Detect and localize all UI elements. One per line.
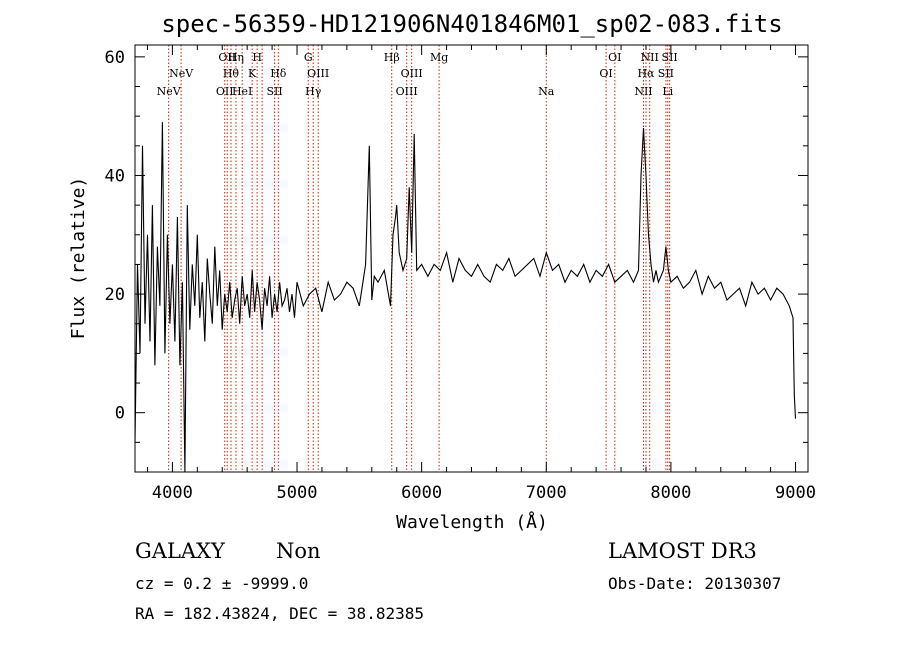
line-marker-label: SII — [658, 67, 674, 80]
spectrum-line — [134, 122, 797, 473]
y-tick-label: 20 — [105, 285, 125, 305]
subclass-label: Non — [276, 539, 321, 563]
line-marker-label: Hγ — [305, 85, 322, 98]
line-marker-label: Li — [662, 85, 673, 98]
line-marker-label: Hδ — [270, 67, 287, 80]
obs-date-text: Obs-Date: 20130307 — [608, 574, 781, 593]
line-markers — [168, 45, 671, 472]
line-marker-label: OII — [218, 51, 236, 64]
survey-label: LAMOST DR3 — [608, 539, 757, 563]
y-tick-label: 60 — [105, 48, 125, 68]
x-tick-label: 8000 — [650, 483, 691, 503]
line-marker-label: NII — [641, 51, 659, 64]
line-marker-label: K — [248, 67, 257, 80]
line-marker-labels: NeVNeVOIIOIIHθHηHeIKHSIIHδGHγOIIIHβOIIIO… — [157, 51, 678, 98]
line-marker-label: OI — [608, 51, 621, 64]
cz-text: cz = 0.2 ± -9999.0 — [135, 574, 308, 593]
x-tick-label: 4000 — [152, 483, 193, 503]
coords-text: RA = 182.43824, DEC = 38.82385 — [135, 604, 424, 623]
y-tick-label: 0 — [115, 404, 125, 424]
line-marker-label: G — [304, 51, 313, 64]
line-marker-label: OII — [216, 85, 234, 98]
line-marker-label: OIII — [307, 67, 329, 80]
line-marker-label: HeI — [232, 85, 252, 98]
line-marker-label: NeV — [157, 85, 182, 98]
x-axis-label: Wavelength (Å) — [396, 511, 548, 533]
x-tick-label: 5000 — [277, 483, 318, 503]
line-marker-label: Mg — [430, 51, 448, 64]
line-marker-label: SII — [662, 51, 678, 64]
y-axis-label: Flux (relative) — [68, 177, 89, 340]
line-marker-label: OIII — [396, 85, 418, 98]
x-tick-label: 7000 — [526, 483, 567, 503]
line-marker-label: H — [252, 51, 262, 64]
line-marker-label: Hβ — [384, 51, 400, 64]
line-marker-label: SII — [266, 85, 282, 98]
x-tick-label: 9000 — [775, 483, 816, 503]
line-marker-label: NII — [634, 85, 652, 98]
x-axis-ticks: 4000 5000 6000 7000 8000 9000 — [146, 45, 816, 503]
class-label: GALAXY — [135, 539, 226, 563]
line-marker-label: OI — [599, 67, 612, 80]
line-marker-label: Hα — [637, 67, 655, 80]
line-marker-label: OIII — [401, 67, 423, 80]
chart-title: spec-56359-HD121906N401846M01_sp02-083.f… — [161, 10, 782, 38]
line-marker-label: NeV — [169, 67, 194, 80]
line-marker-label: Hθ — [223, 67, 240, 80]
y-axis-ticks: 0 20 40 60 — [105, 48, 808, 473]
y-tick-label: 40 — [105, 166, 125, 186]
line-marker-label: Hη — [228, 51, 244, 64]
line-marker-label: Na — [538, 85, 555, 98]
x-tick-label: 6000 — [401, 483, 442, 503]
